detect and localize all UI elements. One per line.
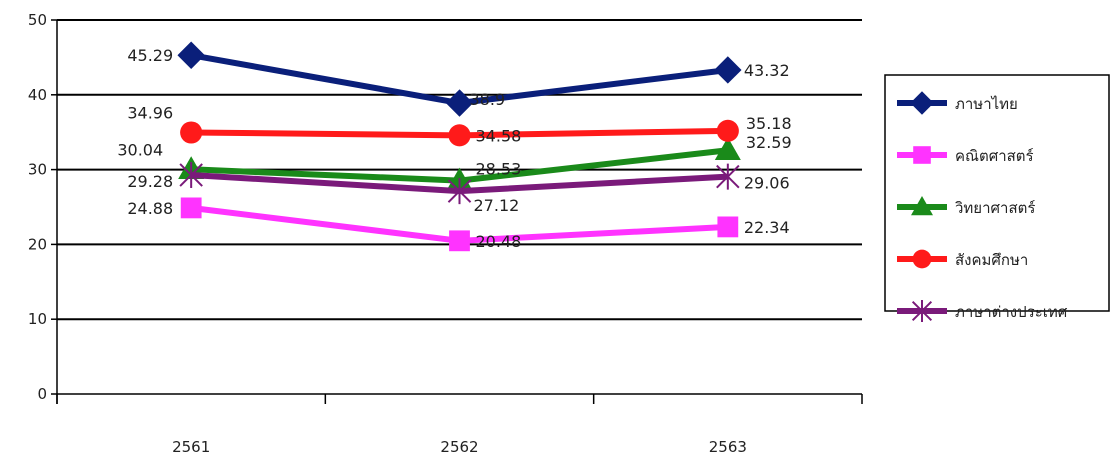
data-label: 43.32 xyxy=(744,61,790,80)
legend-entry: ภาษาไทย xyxy=(897,91,1018,115)
data-label: 34.58 xyxy=(476,126,522,145)
data-point xyxy=(180,121,203,144)
series-4 xyxy=(180,119,739,147)
data-label: 24.88 xyxy=(127,199,173,218)
series-group xyxy=(177,41,742,252)
legend-marker xyxy=(911,196,933,216)
data-point xyxy=(180,197,202,219)
x-tick-label: 2563 xyxy=(709,438,747,456)
y-tick-label: 40 xyxy=(28,86,47,104)
data-label: 30.04 xyxy=(117,140,163,159)
data-point xyxy=(179,161,203,188)
legend-entry: สังคมศึกษา xyxy=(897,249,1028,269)
legend-entry: วิทยาศาสตร์ xyxy=(897,196,1035,217)
legend-entry: คณิตศาสตร์ xyxy=(897,146,1034,165)
data-label: 28.53 xyxy=(476,160,522,179)
legend-label: สังคมศึกษา xyxy=(955,251,1028,269)
legend-entry: ภาษาต่างประเทศ xyxy=(897,300,1068,322)
data-point xyxy=(716,163,740,190)
data-label: 22.34 xyxy=(744,218,790,237)
legend: ภาษาไทยคณิตศาสตร์วิทยาศาสตร์สังคมศึกษาภา… xyxy=(884,74,1110,322)
series-5 xyxy=(179,161,740,205)
series-2 xyxy=(180,197,739,252)
data-point xyxy=(714,56,742,84)
data-label: 34.96 xyxy=(127,103,173,122)
data-label: 45.29 xyxy=(127,46,173,65)
legend-label: วิทยาศาสตร์ xyxy=(954,199,1035,217)
data-point xyxy=(447,178,472,205)
data-label: 32.59 xyxy=(746,133,792,152)
y-tick-label: 50 xyxy=(28,11,47,29)
x-tick-label: 2561 xyxy=(172,438,210,456)
data-label: 38.9 xyxy=(470,90,506,109)
data-label: 27.12 xyxy=(474,196,520,215)
x-tick-label: 2562 xyxy=(440,438,478,456)
series-1 xyxy=(177,41,742,117)
data-label: 29.28 xyxy=(127,172,173,191)
y-tick-label: 0 xyxy=(37,385,47,403)
data-point xyxy=(445,89,474,117)
data-label: 29.06 xyxy=(744,174,790,193)
legend-marker xyxy=(911,300,933,322)
y-tick-label: 10 xyxy=(28,310,47,328)
data-point xyxy=(717,216,739,238)
data-label: 35.18 xyxy=(746,114,792,133)
legend-label: คณิตศาสตร์ xyxy=(955,147,1034,165)
legend-label: ภาษาไทย xyxy=(955,95,1018,113)
y-tick-label: 20 xyxy=(28,235,47,253)
legend-marker xyxy=(910,91,934,115)
axes: 0 10 20 30 40 50 2561 2562 2563 xyxy=(28,11,863,456)
legend-label: ภาษาต่างประเทศ xyxy=(955,303,1068,321)
data-point xyxy=(449,230,470,252)
y-tick-label: 30 xyxy=(28,161,47,179)
legend-marker xyxy=(912,249,932,269)
data-point xyxy=(716,119,739,142)
data-label: 20.48 xyxy=(476,232,522,251)
legend-marker xyxy=(913,146,931,164)
data-point xyxy=(177,41,205,69)
data-point xyxy=(714,137,741,160)
data-labels: 45.29 38.9 43.32 24.88 20.48 22.34 30.04 28.53 3… xyxy=(117,46,791,251)
data-point xyxy=(448,124,471,147)
